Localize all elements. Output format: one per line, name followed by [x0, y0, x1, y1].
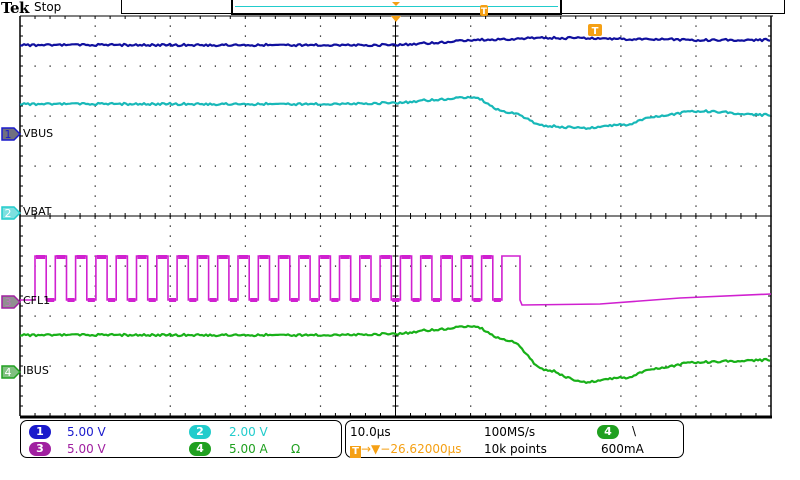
- trigger-position-value: −26.62000µs: [380, 442, 462, 456]
- timebase: 10.0µs: [350, 425, 391, 439]
- graticule-grid: [19, 15, 773, 419]
- trigger-position: T →▼−26.62000µs: [350, 442, 462, 458]
- ch4-termination-icon: Ω: [291, 442, 301, 456]
- svg-text:T: T: [592, 26, 599, 37]
- sample-rate: 100MS/s: [484, 425, 536, 439]
- trigger-markers: T T: [391, 2, 602, 37]
- run-state: Stop: [34, 0, 62, 14]
- record-view-line: [235, 6, 558, 7]
- ch2-ground-marker[interactable]: 2: [1, 205, 22, 220]
- ch3-scale: 5.00 V: [67, 442, 106, 456]
- svg-text:1: 1: [5, 128, 12, 141]
- trigger-source-badge[interactable]: 4: [597, 425, 619, 439]
- trigger-slope-icon: \: [632, 424, 637, 438]
- trigger-level: 600mA: [601, 442, 644, 456]
- waveform-traces: [19, 35, 772, 384]
- trigger-t-badge-icon: T: [350, 446, 361, 458]
- ch2-badge[interactable]: 2: [189, 425, 211, 439]
- svg-text:2: 2: [5, 207, 12, 220]
- ch4-ground-marker[interactable]: 4: [1, 364, 22, 379]
- ch4-badge[interactable]: 4: [189, 442, 211, 456]
- ch1-scale: 5.00 V: [67, 425, 106, 439]
- ch3-badge[interactable]: 3: [29, 442, 51, 456]
- record-overview-bar[interactable]: [121, 0, 785, 14]
- ch2-label: VBAT: [23, 205, 52, 218]
- record-length: 10k points: [484, 442, 547, 456]
- ch2-scale: 2.00 V: [229, 425, 268, 439]
- record-trigger-marker-icon: [392, 2, 400, 6]
- ch4-scale: 5.00 A: [229, 442, 268, 456]
- trigger-arrow-icon: →▼: [361, 442, 381, 456]
- ch3-ground-marker[interactable]: 3: [1, 294, 22, 309]
- svg-text:T: T: [481, 7, 488, 17]
- svg-text:3: 3: [5, 296, 12, 309]
- horizontal-trigger-readout-panel[interactable]: 10.0µs 100MS/s 4 \ T →▼−26.62000µs 10k po…: [345, 420, 684, 458]
- vertical-readout-panel[interactable]: 1 5.00 V 2 2.00 V 3 5.00 V 4 5.00 A Ω: [20, 420, 342, 458]
- trigger-position-icon[interactable]: [391, 16, 401, 22]
- tek-logo: Tek: [1, 0, 29, 17]
- ch1-ground-marker[interactable]: 1: [1, 126, 22, 141]
- ch1-badge[interactable]: 1: [29, 425, 51, 439]
- ch3-label: CFL1: [23, 294, 51, 307]
- ch4-label: IBUS: [23, 364, 49, 377]
- trigger-t-icon[interactable]: [588, 24, 602, 36]
- svg-text:4: 4: [5, 366, 12, 379]
- ch1-label: VBUS: [23, 127, 54, 140]
- record-view-window[interactable]: [231, 0, 562, 15]
- record-trigger-t-icon: [480, 5, 488, 16]
